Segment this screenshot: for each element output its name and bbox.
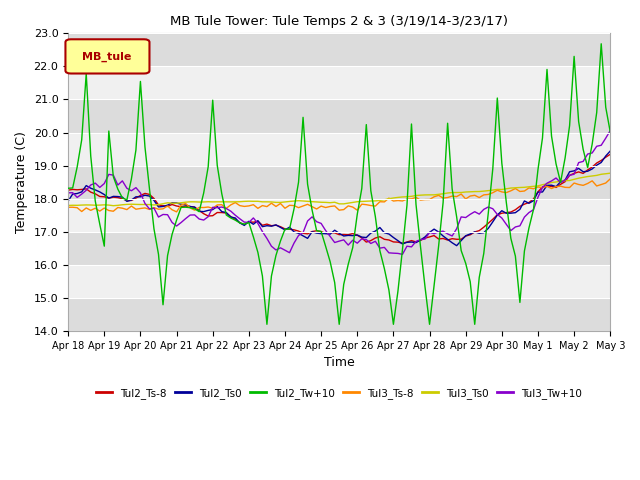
Title: MB Tule Tower: Tule Temps 2 & 3 (3/19/14-3/23/17): MB Tule Tower: Tule Temps 2 & 3 (3/19/14… (170, 15, 508, 28)
Text: MB_tule: MB_tule (83, 51, 132, 61)
Bar (68, 298, 611, 331)
Bar (68, 166, 611, 199)
X-axis label: Time: Time (324, 356, 355, 369)
Bar (68, 99, 611, 132)
Bar (68, 33, 611, 66)
Y-axis label: Temperature (C): Temperature (C) (15, 131, 28, 233)
Bar (68, 232, 611, 265)
Legend: Tul2_Ts-8, Tul2_Ts0, Tul2_Tw+10, Tul3_Ts-8, Tul3_Ts0, Tul3_Tw+10: Tul2_Ts-8, Tul2_Ts0, Tul2_Tw+10, Tul3_Ts… (92, 384, 586, 403)
FancyBboxPatch shape (65, 39, 150, 73)
